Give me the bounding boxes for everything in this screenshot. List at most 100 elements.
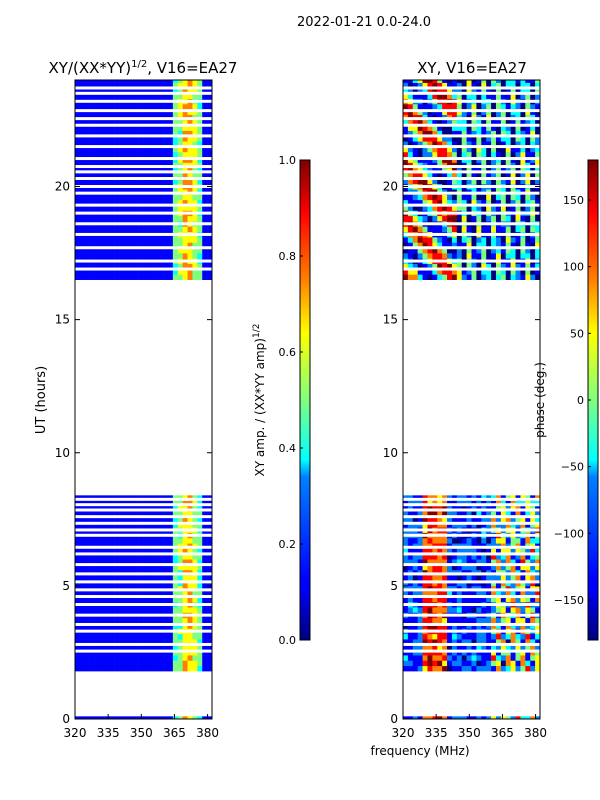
heatmap-cell bbox=[461, 226, 467, 233]
heatmap-cell bbox=[114, 633, 120, 640]
heatmap-cell bbox=[412, 253, 418, 259]
heatmap-cell bbox=[177, 205, 183, 211]
heatmap-cell bbox=[471, 617, 477, 624]
heatmap-cell bbox=[466, 660, 472, 667]
heatmap-cell bbox=[197, 82, 203, 89]
heatmap-cell bbox=[119, 596, 125, 603]
heatmap-cell bbox=[99, 617, 105, 624]
missing-data-row bbox=[75, 145, 212, 149]
heatmap-cell bbox=[471, 274, 477, 280]
heatmap-cell bbox=[207, 263, 213, 270]
heatmap-cell bbox=[495, 247, 502, 254]
heatmap-cell bbox=[515, 135, 521, 142]
heatmap-cell bbox=[442, 205, 448, 211]
heatmap-cell bbox=[471, 135, 477, 142]
heatmap-cell bbox=[466, 511, 472, 517]
heatmap-cell bbox=[128, 130, 135, 137]
heatmap-cell bbox=[84, 242, 90, 249]
heatmap-cell bbox=[407, 716, 414, 720]
heatmap-cell bbox=[486, 247, 492, 254]
heatmap-cell bbox=[158, 665, 164, 672]
heatmap-cell bbox=[422, 253, 428, 259]
heatmap-cell bbox=[123, 553, 130, 560]
heatmap-cell bbox=[451, 103, 458, 110]
x-tick-label: 365 bbox=[163, 726, 186, 740]
heatmap-cell bbox=[133, 269, 139, 275]
heatmap-cell bbox=[109, 194, 115, 201]
heatmap-cell bbox=[79, 205, 86, 211]
heatmap-cell bbox=[177, 151, 183, 158]
heatmap-cell bbox=[412, 135, 418, 142]
heatmap-cell bbox=[481, 87, 487, 94]
heatmap-cell bbox=[471, 93, 477, 99]
heatmap-cell bbox=[114, 511, 120, 517]
heatmap-cell bbox=[143, 548, 149, 555]
heatmap-cell bbox=[427, 226, 433, 233]
heatmap-cell bbox=[495, 655, 502, 661]
heatmap-cell bbox=[177, 141, 183, 147]
heatmap-cell bbox=[505, 516, 511, 523]
heatmap-cell bbox=[158, 607, 164, 613]
heatmap-cell bbox=[456, 617, 463, 624]
heatmap-cell bbox=[133, 242, 139, 249]
heatmap-cell bbox=[207, 178, 213, 185]
heatmap-cell bbox=[451, 82, 458, 89]
heatmap-cell bbox=[163, 263, 169, 270]
heatmap-cell bbox=[412, 655, 418, 661]
heatmap-cell bbox=[412, 93, 418, 99]
heatmap-cell bbox=[153, 151, 159, 158]
heatmap-cell bbox=[535, 633, 541, 640]
heatmap-cell bbox=[109, 178, 115, 185]
heatmap-cell bbox=[182, 215, 188, 222]
heatmap-cell bbox=[182, 253, 188, 259]
heatmap-cell bbox=[427, 716, 433, 720]
heatmap-cell bbox=[412, 119, 418, 126]
heatmap-cell bbox=[128, 141, 135, 147]
heatmap-cell bbox=[422, 263, 428, 270]
heatmap-cell bbox=[187, 511, 193, 517]
heatmap-cell bbox=[530, 119, 536, 126]
heatmap-cell bbox=[530, 591, 536, 597]
heatmap-cell bbox=[153, 607, 159, 613]
heatmap-cell bbox=[481, 226, 487, 233]
heatmap-cell bbox=[407, 575, 414, 581]
heatmap-cell bbox=[123, 716, 130, 720]
heatmap-cell bbox=[197, 247, 203, 254]
heatmap-cell bbox=[447, 655, 453, 661]
heatmap-cell bbox=[486, 617, 492, 624]
heatmap-cell bbox=[114, 564, 120, 571]
heatmap-cell bbox=[451, 242, 458, 249]
amplitude-panel-title: XY/(XX*YY)1/2, V16=EA27 bbox=[49, 59, 238, 77]
heatmap-cell bbox=[461, 660, 467, 667]
heatmap-cell bbox=[510, 215, 516, 222]
heatmap-cell bbox=[75, 516, 81, 523]
heatmap-cell bbox=[500, 103, 507, 110]
heatmap-cell bbox=[466, 537, 472, 544]
heatmap-cell bbox=[456, 516, 463, 523]
heatmap-cell bbox=[84, 173, 90, 179]
heatmap-cell bbox=[456, 269, 463, 275]
heatmap-cell bbox=[172, 125, 179, 131]
heatmap-cell bbox=[466, 135, 472, 142]
heatmap-cell bbox=[109, 596, 115, 603]
heatmap-cell bbox=[520, 87, 526, 94]
heatmap-cell bbox=[525, 516, 531, 523]
heatmap-cell bbox=[99, 660, 105, 667]
colorbar-tick-label: −50 bbox=[561, 461, 584, 474]
heatmap-cell bbox=[187, 660, 193, 667]
missing-data-row bbox=[75, 588, 212, 592]
missing-data-row bbox=[75, 99, 212, 103]
heatmap-cell bbox=[461, 215, 467, 222]
heatmap-cell bbox=[109, 151, 115, 158]
missing-data-row bbox=[75, 642, 212, 646]
heatmap-cell bbox=[138, 146, 144, 153]
heatmap-cell bbox=[447, 151, 453, 158]
heatmap-cell bbox=[123, 125, 130, 131]
heatmap-cell bbox=[432, 575, 438, 581]
heatmap-cell bbox=[437, 199, 443, 206]
heatmap-cell bbox=[187, 559, 193, 565]
heatmap-cell bbox=[192, 274, 198, 280]
heatmap-cell bbox=[138, 135, 144, 142]
heatmap-cell bbox=[407, 516, 414, 523]
heatmap-cell bbox=[123, 146, 130, 153]
